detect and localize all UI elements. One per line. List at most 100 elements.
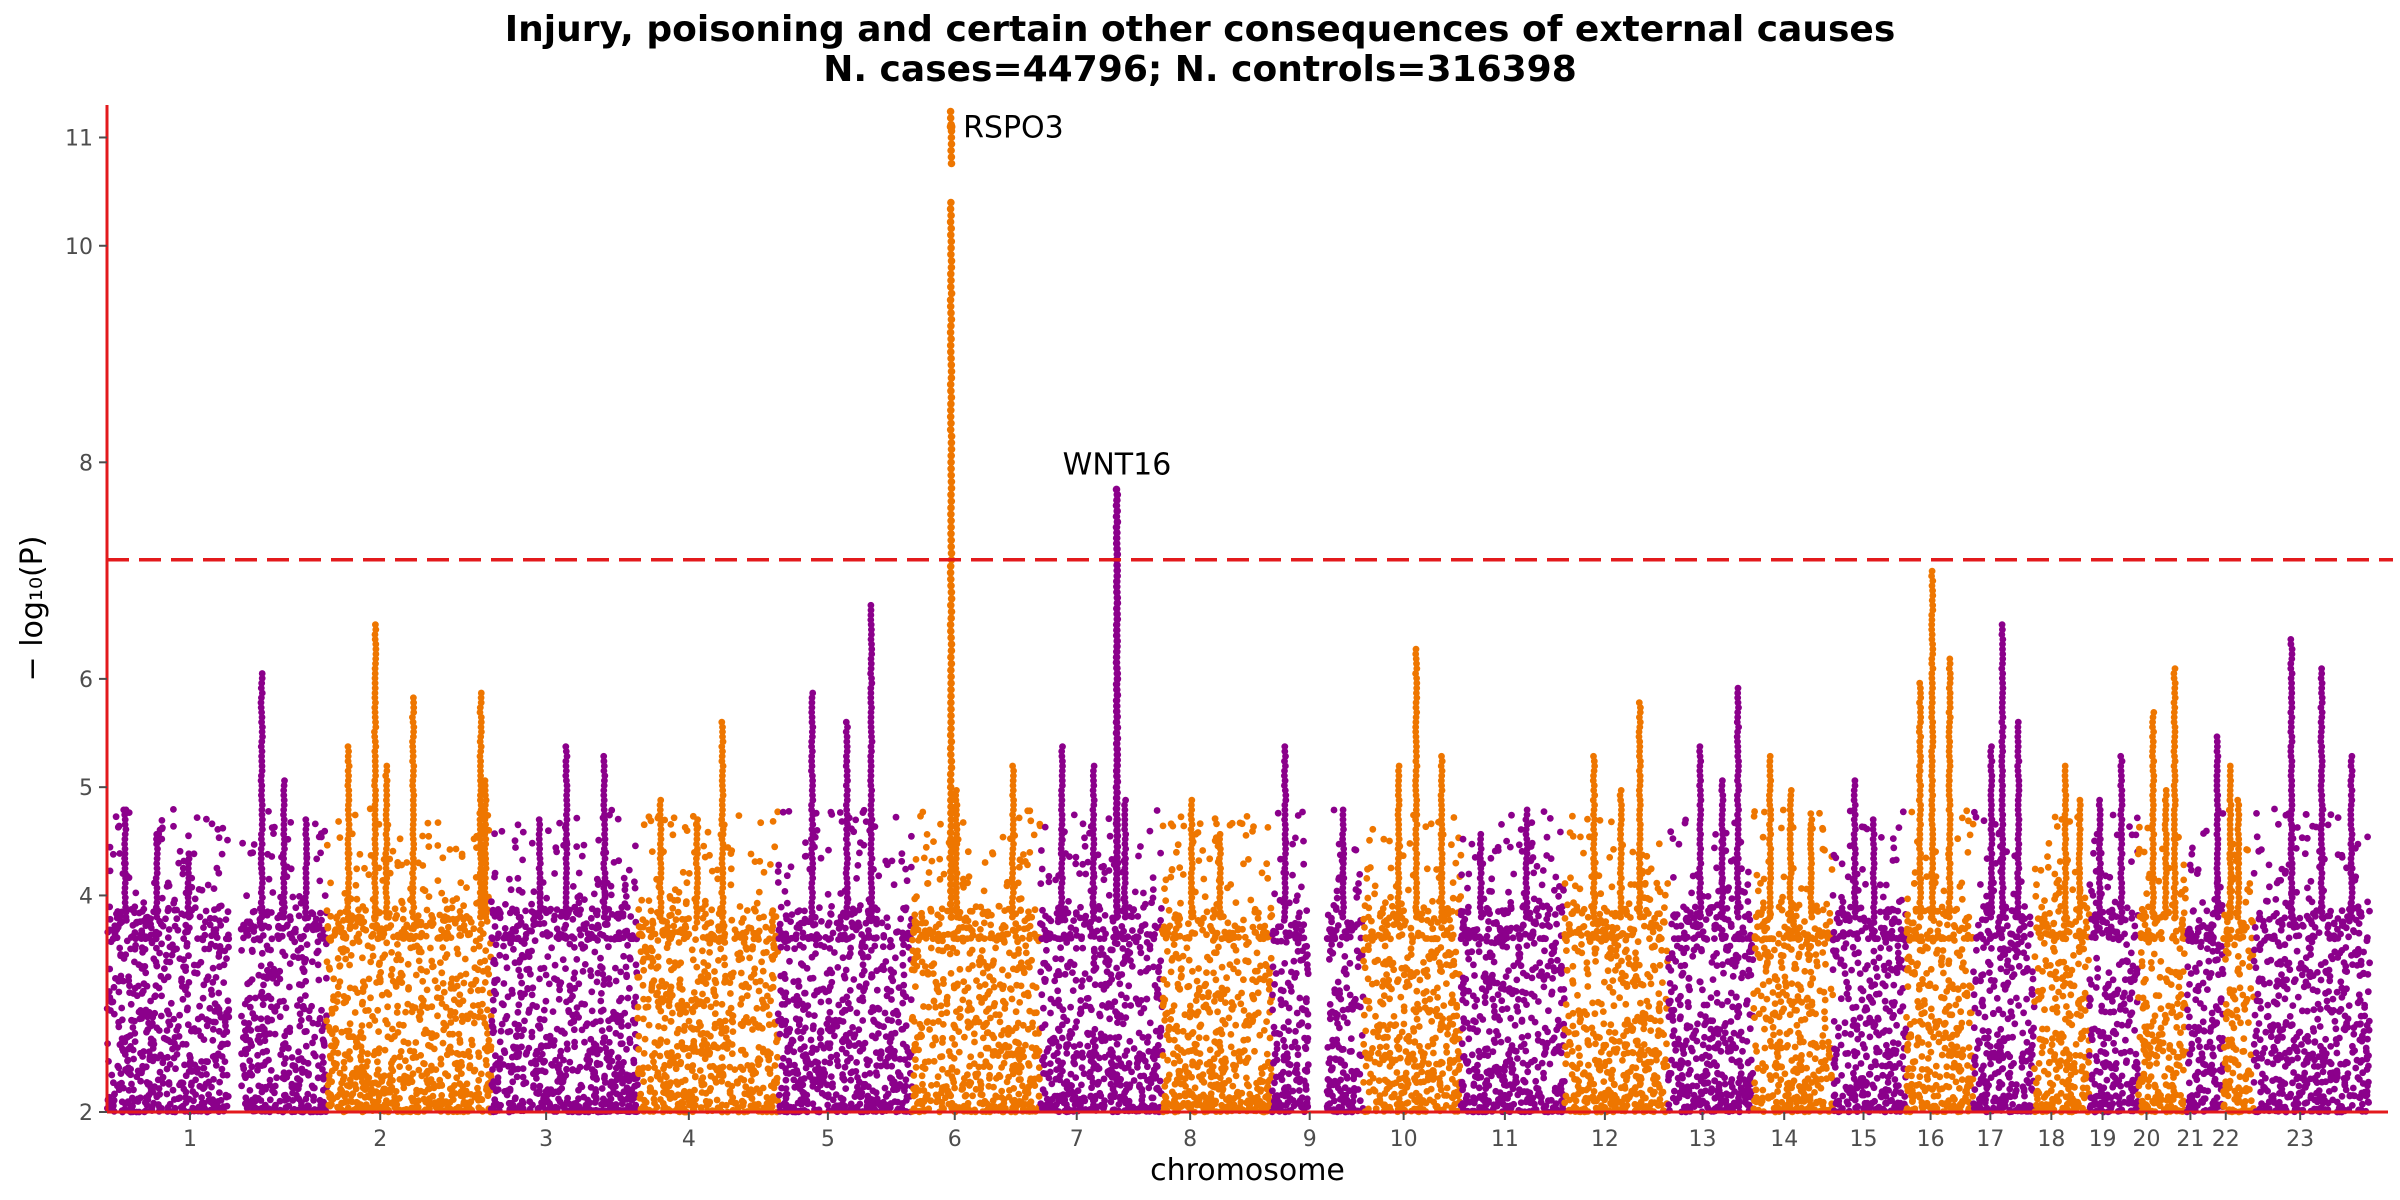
snp-point bbox=[515, 958, 523, 966]
snp-point bbox=[548, 944, 555, 952]
snp-point bbox=[494, 1101, 502, 1109]
snp-point bbox=[143, 1028, 150, 1036]
snp-point bbox=[592, 924, 600, 932]
snp-point bbox=[876, 1102, 884, 1109]
snp-point bbox=[632, 993, 640, 1001]
snp-point bbox=[622, 881, 629, 889]
snp-point bbox=[148, 1040, 156, 1047]
snp-point bbox=[877, 1062, 885, 1070]
snp-point bbox=[721, 1041, 728, 1049]
snp-point bbox=[115, 1064, 123, 1072]
snp-point bbox=[157, 972, 165, 980]
snp-point bbox=[508, 929, 516, 936]
snp-point bbox=[888, 1017, 895, 1024]
snp-point bbox=[243, 929, 250, 937]
snp-point bbox=[580, 1093, 588, 1101]
snp-point bbox=[346, 961, 353, 969]
snp-point bbox=[147, 997, 155, 1005]
snp-point bbox=[135, 982, 142, 990]
snp-point bbox=[335, 818, 342, 825]
snp-point bbox=[581, 943, 589, 951]
snp-point bbox=[816, 1028, 824, 1036]
snp-point bbox=[707, 1072, 715, 1080]
snp-point bbox=[457, 1058, 465, 1066]
snp-point bbox=[561, 925, 568, 932]
snp-point bbox=[225, 935, 233, 943]
snp-point bbox=[182, 1072, 190, 1080]
snp-point bbox=[262, 1029, 270, 1037]
snp-point bbox=[185, 979, 193, 986]
snp-point bbox=[660, 931, 667, 939]
snp-point bbox=[273, 1003, 281, 1010]
snp-point bbox=[992, 944, 999, 952]
snp-point bbox=[484, 1042, 492, 1049]
snp-point bbox=[215, 949, 223, 957]
snp-point bbox=[295, 1056, 302, 1064]
snp-point bbox=[555, 1095, 562, 1103]
snp-point bbox=[224, 836, 231, 844]
snp-point bbox=[161, 965, 168, 972]
snp-point bbox=[640, 1050, 648, 1057]
snp-point bbox=[188, 1079, 196, 1087]
snp-point bbox=[644, 1003, 652, 1011]
snp-point bbox=[727, 881, 735, 889]
snp-point bbox=[701, 853, 709, 861]
snp-point bbox=[248, 946, 256, 954]
snp-point bbox=[491, 923, 499, 930]
snp-point bbox=[358, 1022, 366, 1029]
snp-point bbox=[581, 1038, 588, 1046]
snp-point bbox=[842, 718, 850, 726]
snp-point bbox=[122, 913, 130, 921]
snp-point bbox=[510, 945, 517, 953]
snp-point bbox=[418, 994, 425, 1002]
snp-point bbox=[239, 1062, 247, 1070]
snp-point bbox=[839, 996, 847, 1004]
snp-point bbox=[850, 1033, 858, 1041]
snp-point bbox=[221, 1018, 229, 1026]
snp-point bbox=[189, 1088, 197, 1095]
snp-point bbox=[571, 969, 579, 977]
snp-point bbox=[153, 840, 161, 848]
snp-point bbox=[899, 961, 907, 969]
snp-point bbox=[258, 1083, 266, 1091]
snp-point bbox=[614, 815, 622, 823]
snp-point bbox=[550, 916, 558, 924]
snp-point bbox=[717, 1020, 725, 1028]
snp-point bbox=[327, 912, 335, 920]
snp-point bbox=[569, 883, 577, 890]
snp-point bbox=[423, 906, 431, 914]
snp-point bbox=[246, 1087, 254, 1094]
snp-point bbox=[344, 743, 352, 750]
snp-point bbox=[626, 1039, 634, 1047]
snp-point bbox=[598, 1027, 606, 1034]
snp-point bbox=[467, 987, 475, 995]
snp-point bbox=[474, 986, 482, 994]
snp-point bbox=[967, 1053, 975, 1061]
snp-point bbox=[782, 1076, 790, 1084]
snp-point bbox=[840, 972, 848, 980]
snp-point bbox=[313, 855, 321, 863]
snp-point bbox=[896, 1055, 904, 1063]
snp-point bbox=[835, 925, 843, 932]
snp-point bbox=[701, 923, 709, 931]
snp-point bbox=[121, 821, 129, 828]
snp-point bbox=[875, 1030, 882, 1037]
snp-point bbox=[147, 920, 155, 928]
snp-point bbox=[475, 1049, 482, 1057]
snp-point bbox=[632, 961, 640, 969]
snp-point bbox=[691, 1002, 699, 1010]
snp-point bbox=[620, 952, 627, 960]
snp-point bbox=[369, 952, 377, 960]
snp-point bbox=[976, 983, 984, 990]
snp-point bbox=[828, 903, 835, 910]
snp-point bbox=[153, 855, 161, 862]
snp-point bbox=[660, 1089, 667, 1096]
snp-point bbox=[179, 864, 187, 872]
snp-point bbox=[685, 870, 693, 877]
snp-point bbox=[783, 915, 790, 923]
snp-point bbox=[699, 990, 706, 998]
snp-point bbox=[663, 1038, 671, 1046]
snp-point bbox=[392, 915, 399, 922]
snp-point bbox=[685, 1052, 693, 1060]
